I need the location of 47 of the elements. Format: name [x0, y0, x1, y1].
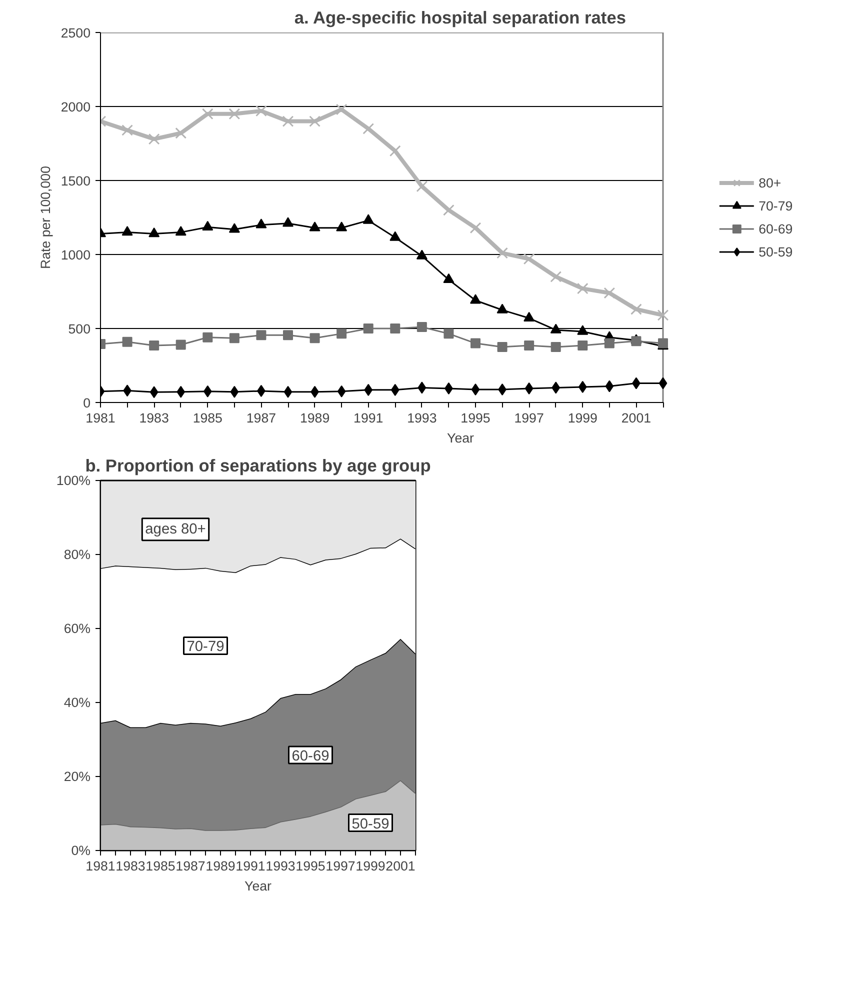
- x-tick-label: 1991: [354, 410, 384, 426]
- legend-label: 70-79: [758, 198, 793, 213]
- series-label: 60-69: [292, 748, 330, 765]
- series-label: ages 80+: [145, 521, 206, 538]
- x-tick-label: 1999: [568, 410, 598, 426]
- x-tick-label: 1981: [86, 410, 116, 426]
- x-tick-label: 1985: [146, 858, 176, 874]
- y-tick-label: 80%: [64, 547, 91, 562]
- chart-title: b. Proportion of separations by age group: [85, 456, 431, 476]
- y-tick-label: 20%: [64, 769, 91, 784]
- y-tick-label: 40%: [64, 695, 91, 710]
- x-tick-label: 1989: [300, 410, 330, 426]
- y-tick-label: 500: [68, 322, 91, 336]
- x-axis-title: Year: [447, 430, 475, 446]
- legend-label: 80+: [758, 175, 782, 190]
- series-label: 50-59: [352, 816, 390, 832]
- x-tick-label: 1985: [192, 410, 222, 426]
- x-tick-label: 1999: [356, 858, 386, 874]
- x-tick-label: 1997: [326, 858, 356, 874]
- x-tick-label: 2001: [386, 858, 416, 874]
- chart-title: a. Age-specific hospital separation rates: [294, 8, 626, 28]
- y-tick-label: 2000: [60, 100, 91, 114]
- series-label: 70-79: [186, 639, 224, 656]
- y-axis-title: Rate per 100,000: [38, 166, 53, 269]
- x-tick-label: 1993: [266, 858, 296, 874]
- x-tick-label: 1983: [139, 410, 169, 426]
- x-tick-label: 2001: [621, 410, 652, 426]
- x-tick-label: 1995: [296, 858, 326, 874]
- x-tick-label: 1991: [236, 858, 266, 874]
- x-tick-label: 1995: [460, 410, 490, 426]
- x-tick-label: 1987: [176, 858, 206, 874]
- x-tick-label: 1981: [86, 858, 116, 874]
- y-tick-label: 0%: [71, 843, 91, 858]
- y-tick-label: 100%: [56, 473, 91, 488]
- y-tick-label: 0: [83, 396, 91, 410]
- x-axis-title: Year: [244, 878, 272, 894]
- y-tick-label: 1000: [60, 248, 91, 262]
- x-tick-label: 1993: [407, 410, 437, 426]
- x-tick-label: 1983: [116, 858, 146, 874]
- legend-label: 60-69: [758, 221, 793, 236]
- x-tick-label: 1987: [246, 410, 276, 426]
- legend-label: 50-59: [758, 244, 793, 259]
- y-tick-label: 60%: [64, 621, 91, 636]
- x-tick-label: 1989: [206, 858, 236, 874]
- x-tick-label: 1997: [514, 410, 544, 426]
- y-tick-label: 1500: [60, 174, 91, 188]
- y-tick-label: 2500: [60, 26, 91, 40]
